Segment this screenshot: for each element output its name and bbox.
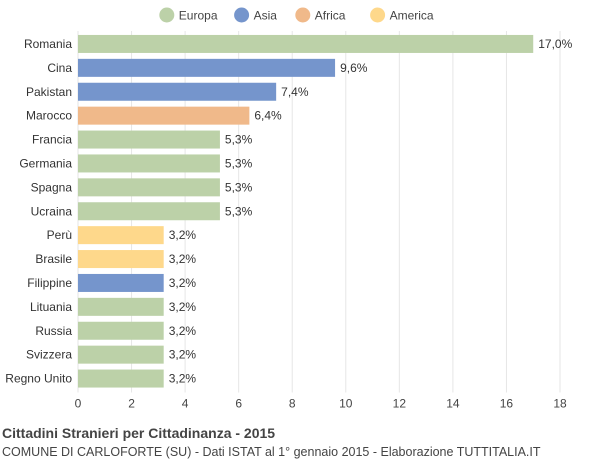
- legend-label: Europa: [179, 9, 218, 23]
- chart-subtitle: COMUNE DI CARLOFORTE (SU) - Dati ISTAT a…: [2, 445, 541, 459]
- value-label: 5,3%: [225, 180, 253, 194]
- value-label: 3,2%: [169, 300, 197, 314]
- x-tick-label: 0: [75, 397, 82, 411]
- bar: [78, 202, 220, 221]
- value-label: 3,2%: [169, 228, 197, 242]
- bar: [78, 34, 534, 53]
- value-label: 3,2%: [169, 252, 197, 266]
- category-label: Francia: [32, 133, 72, 147]
- category-label: Russia: [35, 324, 72, 338]
- legend-label: Asia: [254, 9, 278, 23]
- legend-swatch: [370, 7, 386, 23]
- bar: [78, 106, 250, 125]
- bar: [78, 226, 164, 245]
- value-label: 5,3%: [225, 204, 253, 218]
- legend-label: America: [390, 9, 434, 23]
- value-label: 9,6%: [340, 61, 368, 75]
- x-tick-label: 18: [553, 397, 567, 411]
- category-label: Perù: [47, 228, 72, 242]
- value-label: 5,3%: [225, 133, 253, 147]
- bar: [78, 130, 220, 149]
- x-tick-label: 14: [446, 397, 460, 411]
- bar: [78, 321, 164, 340]
- value-label: 7,4%: [281, 85, 309, 99]
- bar: [78, 82, 277, 101]
- bar: [78, 58, 336, 77]
- bar: [78, 297, 164, 316]
- value-label: 3,2%: [169, 276, 197, 290]
- value-label: 5,3%: [225, 156, 253, 170]
- x-tick-label: 4: [182, 397, 189, 411]
- bar: [78, 273, 164, 292]
- legend-swatch: [159, 7, 175, 23]
- category-label: Brasile: [35, 252, 72, 266]
- value-label: 3,2%: [169, 348, 197, 362]
- chart-title: Cittadini Stranieri per Cittadinanza - 2…: [2, 425, 276, 441]
- category-label: Ucraina: [31, 204, 73, 218]
- legend-label: Africa: [315, 9, 346, 23]
- legend-swatch: [295, 7, 311, 23]
- bar: [78, 369, 164, 388]
- category-label: Pakistan: [26, 85, 72, 99]
- value-label: 6,4%: [254, 109, 282, 123]
- bar-chart: 0 2 4 6 8 10 12 14 16 18 Romania 17,0% Cina 9,6% Pakis…: [5, 7, 573, 411]
- x-tick-label: 10: [339, 397, 353, 411]
- x-tick-label: 12: [393, 397, 407, 411]
- bar: [78, 345, 164, 364]
- category-label: Romania: [24, 37, 72, 51]
- category-label: Marocco: [26, 109, 72, 123]
- category-label: Lituania: [30, 300, 72, 314]
- value-label: 17,0%: [538, 37, 572, 51]
- category-label: Germania: [19, 156, 72, 170]
- bar: [78, 250, 164, 269]
- bar: [78, 178, 220, 197]
- value-label: 3,2%: [169, 324, 197, 338]
- value-label: 3,2%: [169, 372, 197, 386]
- category-label: Cina: [47, 61, 72, 75]
- legend-swatch: [234, 7, 250, 23]
- x-tick-label: 2: [128, 397, 135, 411]
- category-label: Regno Unito: [5, 372, 72, 386]
- category-label: Svizzera: [26, 348, 72, 362]
- category-label: Filippine: [27, 276, 72, 290]
- category-label: Spagna: [31, 180, 73, 194]
- x-tick-label: 8: [289, 397, 296, 411]
- bar: [78, 154, 220, 173]
- x-tick-label: 6: [235, 397, 242, 411]
- x-tick-label: 16: [500, 397, 514, 411]
